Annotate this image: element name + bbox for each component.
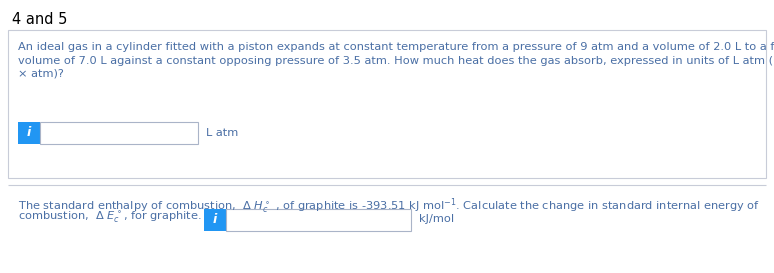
- Text: kJ/mol: kJ/mol: [419, 215, 454, 224]
- Text: The standard enthalpy of combustion,  Δ $H_c^\circ$ , of graphite is -393.51 kJ : The standard enthalpy of combustion, Δ $…: [18, 196, 760, 216]
- Bar: [204, 209, 226, 230]
- Text: L atm: L atm: [206, 128, 238, 138]
- Bar: [18, 122, 40, 144]
- Text: volume of 7.0 L against a constant opposing pressure of 3.5 atm. How much heat d: volume of 7.0 L against a constant oppos…: [18, 55, 774, 66]
- Text: i: i: [27, 126, 31, 140]
- Bar: [226, 209, 411, 230]
- Text: × atm)?: × atm)?: [18, 69, 64, 79]
- Bar: [8, 30, 766, 178]
- Text: i: i: [213, 213, 217, 226]
- Bar: [40, 122, 198, 144]
- Text: 4 and 5: 4 and 5: [12, 12, 67, 27]
- Text: combustion,  Δ $E_c^\circ$, for graphite.: combustion, Δ $E_c^\circ$, for graphite.: [18, 209, 202, 225]
- Text: An ideal gas in a cylinder fitted with a piston expands at constant temperature : An ideal gas in a cylinder fitted with a…: [18, 42, 774, 52]
